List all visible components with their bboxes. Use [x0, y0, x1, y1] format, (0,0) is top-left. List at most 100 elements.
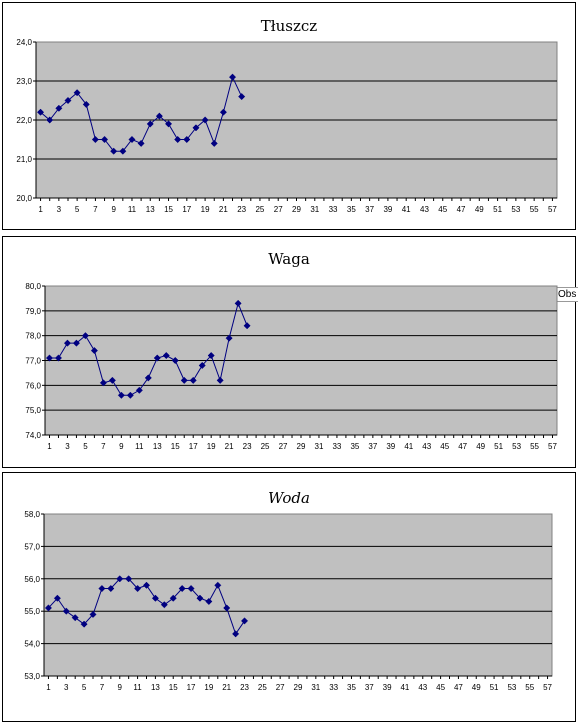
x-tick-label: 39 — [386, 442, 395, 451]
x-tick-label: 21 — [219, 205, 228, 214]
data-point — [125, 575, 133, 583]
y-tick-label: 79,0 — [25, 307, 41, 316]
x-tick-label: 55 — [530, 442, 539, 451]
x-tick-label: 37 — [365, 683, 374, 692]
x-tick-label: 33 — [329, 205, 338, 214]
x-tick-label: 9 — [119, 442, 124, 451]
y-tick-label: 56,0 — [24, 575, 40, 584]
x-tick-label: 25 — [255, 205, 264, 214]
x-tick-label: 45 — [436, 683, 445, 692]
data-point — [142, 581, 151, 589]
data-point — [82, 100, 90, 108]
x-tick-label: 35 — [347, 683, 356, 692]
x-tick-label: 7 — [93, 205, 98, 214]
plot-area — [43, 513, 553, 677]
data-point — [73, 89, 81, 97]
data-point — [37, 108, 45, 116]
data-point — [91, 135, 99, 144]
x-tick-label: 1 — [47, 442, 52, 451]
data-point — [180, 376, 188, 384]
data-point — [225, 334, 233, 342]
x-tick-label: 31 — [310, 205, 319, 214]
data-point — [178, 584, 186, 593]
data-point — [243, 322, 251, 330]
x-tick-label: 41 — [402, 205, 411, 214]
x-tick-label: 49 — [472, 683, 481, 692]
x-tick-label: 11 — [128, 205, 137, 214]
data-point — [80, 620, 88, 628]
y-tick-label: 21,0 — [16, 155, 32, 164]
x-tick-label: 5 — [83, 442, 88, 451]
x-tick-label: 7 — [101, 442, 106, 451]
x-tick-label: 55 — [525, 683, 534, 692]
data-point — [153, 354, 161, 362]
data-point — [64, 96, 72, 105]
x-tick-label: 47 — [454, 683, 463, 692]
x-tick-label: 57 — [543, 683, 552, 692]
x-tick-label: 33 — [329, 683, 338, 692]
x-tick-label: 15 — [169, 683, 178, 692]
data-point — [155, 112, 163, 120]
data-point — [214, 581, 222, 589]
x-tick-label: 51 — [494, 442, 503, 451]
data-point — [90, 347, 98, 355]
x-tick-label: 29 — [297, 442, 306, 451]
y-tick-label: 77,0 — [25, 357, 41, 366]
x-tick-label: 31 — [315, 442, 324, 451]
data-point — [146, 120, 154, 128]
chart-title-fat: Tłuszcz — [260, 17, 318, 35]
x-tick-label: 53 — [511, 205, 520, 214]
data-point — [219, 108, 227, 116]
x-tick-label: 49 — [475, 205, 484, 214]
data-point — [126, 391, 134, 399]
y-tick-label: 54,0 — [24, 640, 40, 649]
y-tick-label: 58,0 — [24, 510, 40, 519]
x-tick-label: 47 — [457, 205, 466, 214]
data-point — [160, 601, 168, 609]
data-point — [207, 351, 215, 360]
x-tick-label: 51 — [490, 683, 499, 692]
data-point — [144, 374, 152, 382]
x-tick-label: 27 — [279, 442, 288, 451]
y-tick-label: 20,0 — [16, 194, 32, 203]
x-tick-label: 27 — [274, 205, 283, 214]
x-tick-label: 53 — [512, 442, 521, 451]
data-point — [169, 594, 177, 602]
x-tick-label: 25 — [261, 442, 270, 451]
x-tick-label: 29 — [292, 205, 301, 214]
data-point — [183, 135, 191, 144]
data-point — [187, 584, 195, 593]
x-tick-label: 13 — [153, 442, 162, 451]
x-tick-label: 5 — [75, 205, 80, 214]
x-tick-label: 41 — [404, 442, 413, 451]
chart-title-water: Woda — [268, 489, 310, 507]
data-point — [108, 376, 116, 384]
y-tick-label: 22,0 — [16, 116, 32, 125]
data-point — [164, 120, 173, 128]
x-tick-label: 13 — [151, 683, 160, 692]
data-point — [205, 597, 213, 606]
x-tick-label: 7 — [100, 683, 105, 692]
x-tick-label: 3 — [65, 442, 70, 451]
x-tick-label: 3 — [64, 683, 69, 692]
y-tick-label: 55,0 — [24, 607, 40, 616]
y-tick-label: 57,0 — [24, 542, 40, 551]
x-tick-label: 17 — [187, 683, 196, 692]
x-tick-label: 43 — [420, 205, 429, 214]
data-point — [89, 610, 97, 618]
x-tick-label: 35 — [347, 205, 356, 214]
data-point — [238, 93, 246, 101]
x-tick-label: 39 — [383, 683, 392, 692]
x-tick-label: 39 — [383, 205, 392, 214]
x-tick-label: 17 — [189, 442, 198, 451]
y-tick-label: 23,0 — [16, 77, 32, 86]
x-tick-label: 15 — [171, 442, 180, 451]
x-tick-label: 15 — [164, 205, 173, 214]
x-tick-label: 11 — [133, 683, 142, 692]
data-point — [210, 139, 218, 147]
x-tick-label: 23 — [243, 442, 252, 451]
x-tick-label: 13 — [146, 205, 155, 214]
x-tick-label: 1 — [38, 205, 43, 214]
y-tick-label: 74,0 — [25, 431, 41, 440]
